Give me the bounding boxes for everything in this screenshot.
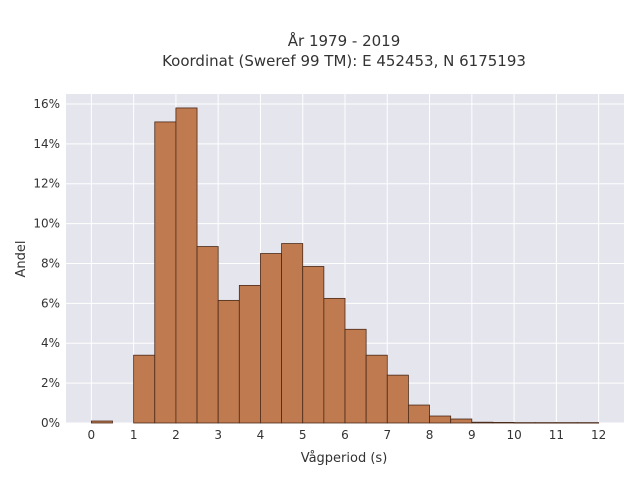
x-tick-label: 7: [383, 428, 391, 442]
histogram-bar: [302, 266, 325, 424]
y-tick-label: 2%: [41, 376, 60, 390]
y-axis-label: Andel: [14, 241, 29, 278]
x-tick-label: 9: [468, 428, 476, 442]
histogram-bar: [323, 297, 346, 424]
histogram-bar: [577, 422, 600, 424]
x-tick-label: 10: [506, 428, 521, 442]
x-tick-label: 2: [172, 428, 180, 442]
x-tick-label: 4: [257, 428, 265, 442]
y-tick-label: 16%: [33, 97, 60, 111]
x-tick-label: 11: [549, 428, 564, 442]
histogram-bar: [555, 422, 578, 424]
x-tick-label: 3: [214, 428, 222, 442]
y-tick-label: 0%: [41, 416, 60, 430]
histogram-bar: [365, 354, 388, 424]
histogram-bar: [492, 422, 515, 424]
x-tick-label: 8: [426, 428, 434, 442]
histogram-bar: [408, 404, 430, 424]
chart-title-line2: Koordinat (Sweref 99 TM): E 452453, N 61…: [162, 52, 526, 70]
histogram-bar: [260, 253, 282, 424]
histogram-bar: [175, 107, 198, 424]
histogram-bar: [386, 374, 409, 424]
y-tick-label: 10%: [33, 217, 60, 231]
histogram-bar: [513, 422, 536, 424]
x-tick-label: 5: [299, 428, 307, 442]
y-tick-label: 6%: [41, 296, 60, 310]
histogram-bar: [217, 299, 240, 424]
x-tick-label: 12: [591, 428, 606, 442]
x-axis-ticks: 0 1 2 3 4 5 6 7 8 9 10 11 12: [88, 428, 607, 442]
histogram-bar: [238, 285, 261, 424]
histogram-bar: [196, 246, 219, 424]
histogram-bar: [281, 243, 304, 424]
chart-title-line1: År 1979 - 2019: [288, 31, 401, 50]
histogram-bar: [133, 354, 156, 424]
x-tick-label: 1: [130, 428, 138, 442]
histogram-bar: [534, 422, 557, 424]
histogram-bar: [450, 418, 473, 424]
y-tick-label: 4%: [41, 336, 60, 350]
x-tick-label: 0: [88, 428, 96, 442]
histogram-bar: [471, 421, 494, 424]
y-tick-label: 12%: [33, 177, 60, 191]
y-tick-label: 8%: [41, 256, 60, 270]
histogram-bar: [154, 121, 177, 424]
x-axis-label: Vågperiod (s): [301, 451, 388, 466]
histogram-bar: [90, 420, 113, 424]
bars: [90, 107, 600, 424]
x-tick-label: 6: [341, 428, 349, 442]
y-tick-label: 14%: [33, 137, 60, 151]
histogram-bar: [429, 415, 452, 424]
histogram-bar: [344, 328, 367, 424]
y-axis-ticks: 0% 2% 4% 6% 8% 10% 12% 14% 16%: [33, 97, 60, 430]
